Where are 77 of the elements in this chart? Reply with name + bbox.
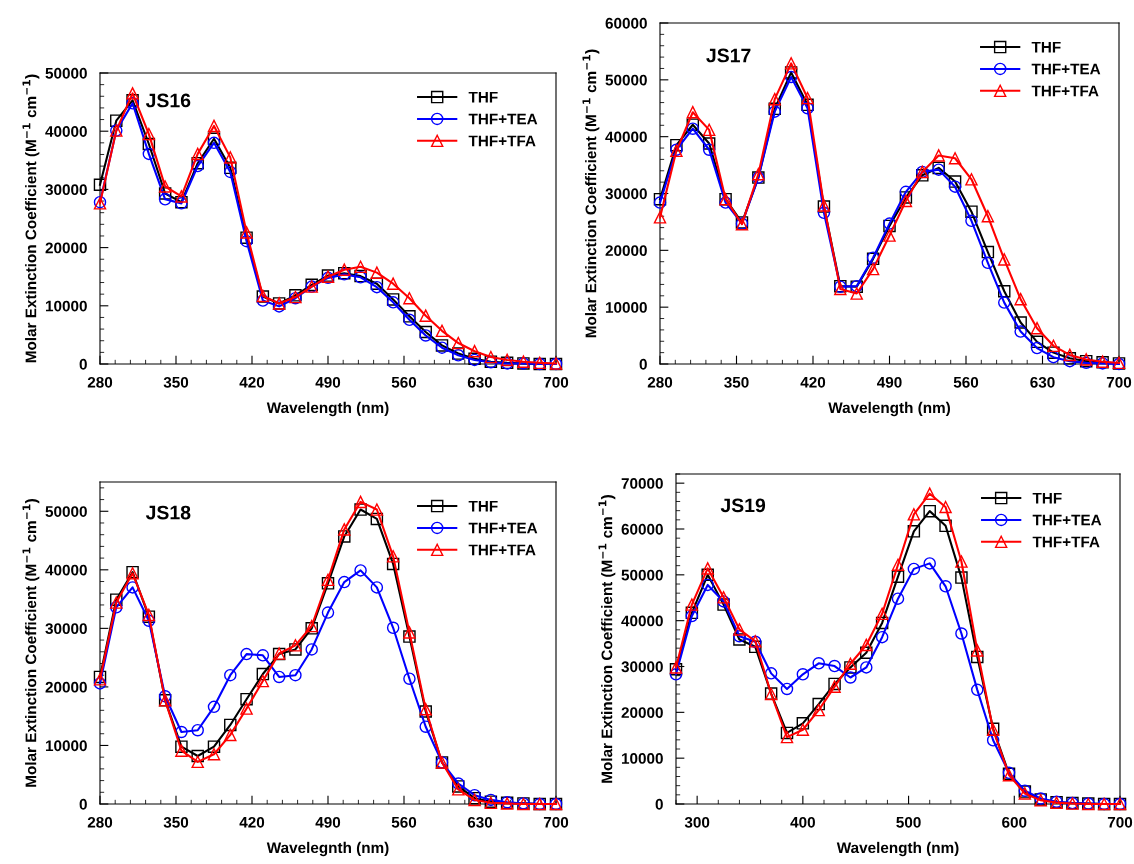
x-tick-label: 560: [953, 376, 979, 388]
x-axis-title: Wavelength (nm): [266, 401, 389, 417]
y-tick-label: 50000: [45, 506, 87, 517]
legend-label: THF+TFA: [1031, 85, 1099, 97]
x-tick-label: 500: [896, 816, 921, 828]
y-tick-label: 10000: [45, 300, 87, 312]
text: JS18: [145, 505, 191, 520]
x-tick-label: 600: [1002, 816, 1027, 828]
y-tick-label: 20000: [45, 242, 87, 254]
x-tick-label: 630: [467, 376, 493, 388]
x-tick-label: 490: [315, 816, 341, 828]
y-tick-label: 40000: [45, 564, 87, 576]
x-tick-label: 700: [1107, 816, 1133, 828]
y-tick-label: 0: [655, 798, 663, 810]
x-axis-title: Wavelength (nm): [828, 401, 950, 417]
legend-label: THF+TFA: [1032, 536, 1100, 548]
x-tick-label: 280: [87, 816, 113, 828]
y-tick-label: 50000: [621, 569, 663, 581]
x-tick-label: 630: [467, 816, 493, 828]
legend-label: THF+TEA: [1032, 514, 1102, 526]
text: JS17: [706, 48, 751, 63]
x-axis-title: Wavelegnth (nm): [266, 841, 389, 857]
y-tick-label: 70000: [621, 478, 663, 489]
y-tick-label: 10000: [45, 740, 87, 752]
y-tick-label: 40000: [45, 126, 87, 137]
y-tick-label: 60000: [621, 523, 663, 535]
y-tick-label: 60000: [605, 17, 647, 29]
y-tick-label: 20000: [621, 707, 663, 719]
x-tick-label: 350: [163, 816, 189, 828]
y-tick-label: 30000: [605, 188, 647, 200]
x-tick-label: 420: [239, 376, 265, 388]
y-tick-label: 40000: [605, 131, 647, 143]
y-tick-label: 10000: [605, 302, 647, 313]
legend-label: THF: [468, 91, 498, 103]
y-tick-label: 0: [639, 358, 647, 370]
x-tick-label: 280: [87, 376, 113, 388]
x-tick-label: 630: [1030, 376, 1055, 388]
y-axis-title: Molar Extinction Coefficient (M$^{−1}$ cm$^{−1}$): [582, 49, 600, 338]
x-tick-label: 700: [543, 816, 569, 828]
legend-label: THF+TFA: [468, 135, 536, 147]
y-tick-label: 30000: [621, 661, 663, 673]
x-tick-label: 560: [391, 816, 417, 828]
y-tick-label: 0: [79, 798, 87, 810]
x-tick-label: 700: [543, 376, 569, 388]
x-tick-label: 420: [239, 816, 265, 828]
text: JS19: [720, 498, 766, 513]
y-tick-label: 20000: [45, 681, 87, 693]
x-tick-label: 700: [1106, 376, 1132, 388]
legend-label: THF+TEA: [1031, 63, 1101, 75]
y-tick-label: 10000: [621, 753, 663, 764]
legend-label: THF+TEA: [468, 113, 538, 125]
y-tick-label: 0: [79, 358, 87, 370]
y-axis-title: Molar Extinction Coefficient (M$^{−1}$ cm$^{−1}$): [598, 495, 616, 783]
y-tick-label: 30000: [45, 184, 87, 196]
y-axis-title: Molar Extinction Coefficient (M$^{−1}$ cm$^{−1}$): [22, 499, 40, 787]
y-tick-label: 30000: [45, 623, 87, 635]
x-tick-label: 490: [876, 376, 902, 388]
y-tick-label: 50000: [605, 74, 647, 86]
legend-label: THF: [1032, 492, 1062, 504]
x-tick-label: 400: [790, 816, 815, 828]
legend-label: THF+TEA: [468, 522, 538, 534]
x-tick-label: 350: [724, 376, 749, 388]
x-tick-label: 560: [391, 376, 417, 388]
y-tick-label: 40000: [621, 615, 663, 627]
legend-label: THF: [468, 500, 498, 512]
x-tick-label: 490: [315, 376, 341, 388]
x-axis-title: Wavelength (nm): [836, 841, 959, 857]
y-tick-label: 50000: [45, 67, 87, 79]
text: JS16: [145, 93, 191, 108]
y-axis-title: Molar Extinction Coefficient (M$^{−1}$ cm$^{−1}$): [22, 74, 40, 363]
x-tick-label: 350: [163, 376, 189, 388]
x-tick-label: 280: [647, 376, 673, 388]
x-tick-label: 420: [800, 376, 826, 388]
y-tick-label: 20000: [605, 245, 647, 257]
legend-label: THF: [1031, 41, 1061, 53]
legend-label: THF+TFA: [468, 544, 536, 556]
x-tick-label: 300: [684, 816, 710, 828]
